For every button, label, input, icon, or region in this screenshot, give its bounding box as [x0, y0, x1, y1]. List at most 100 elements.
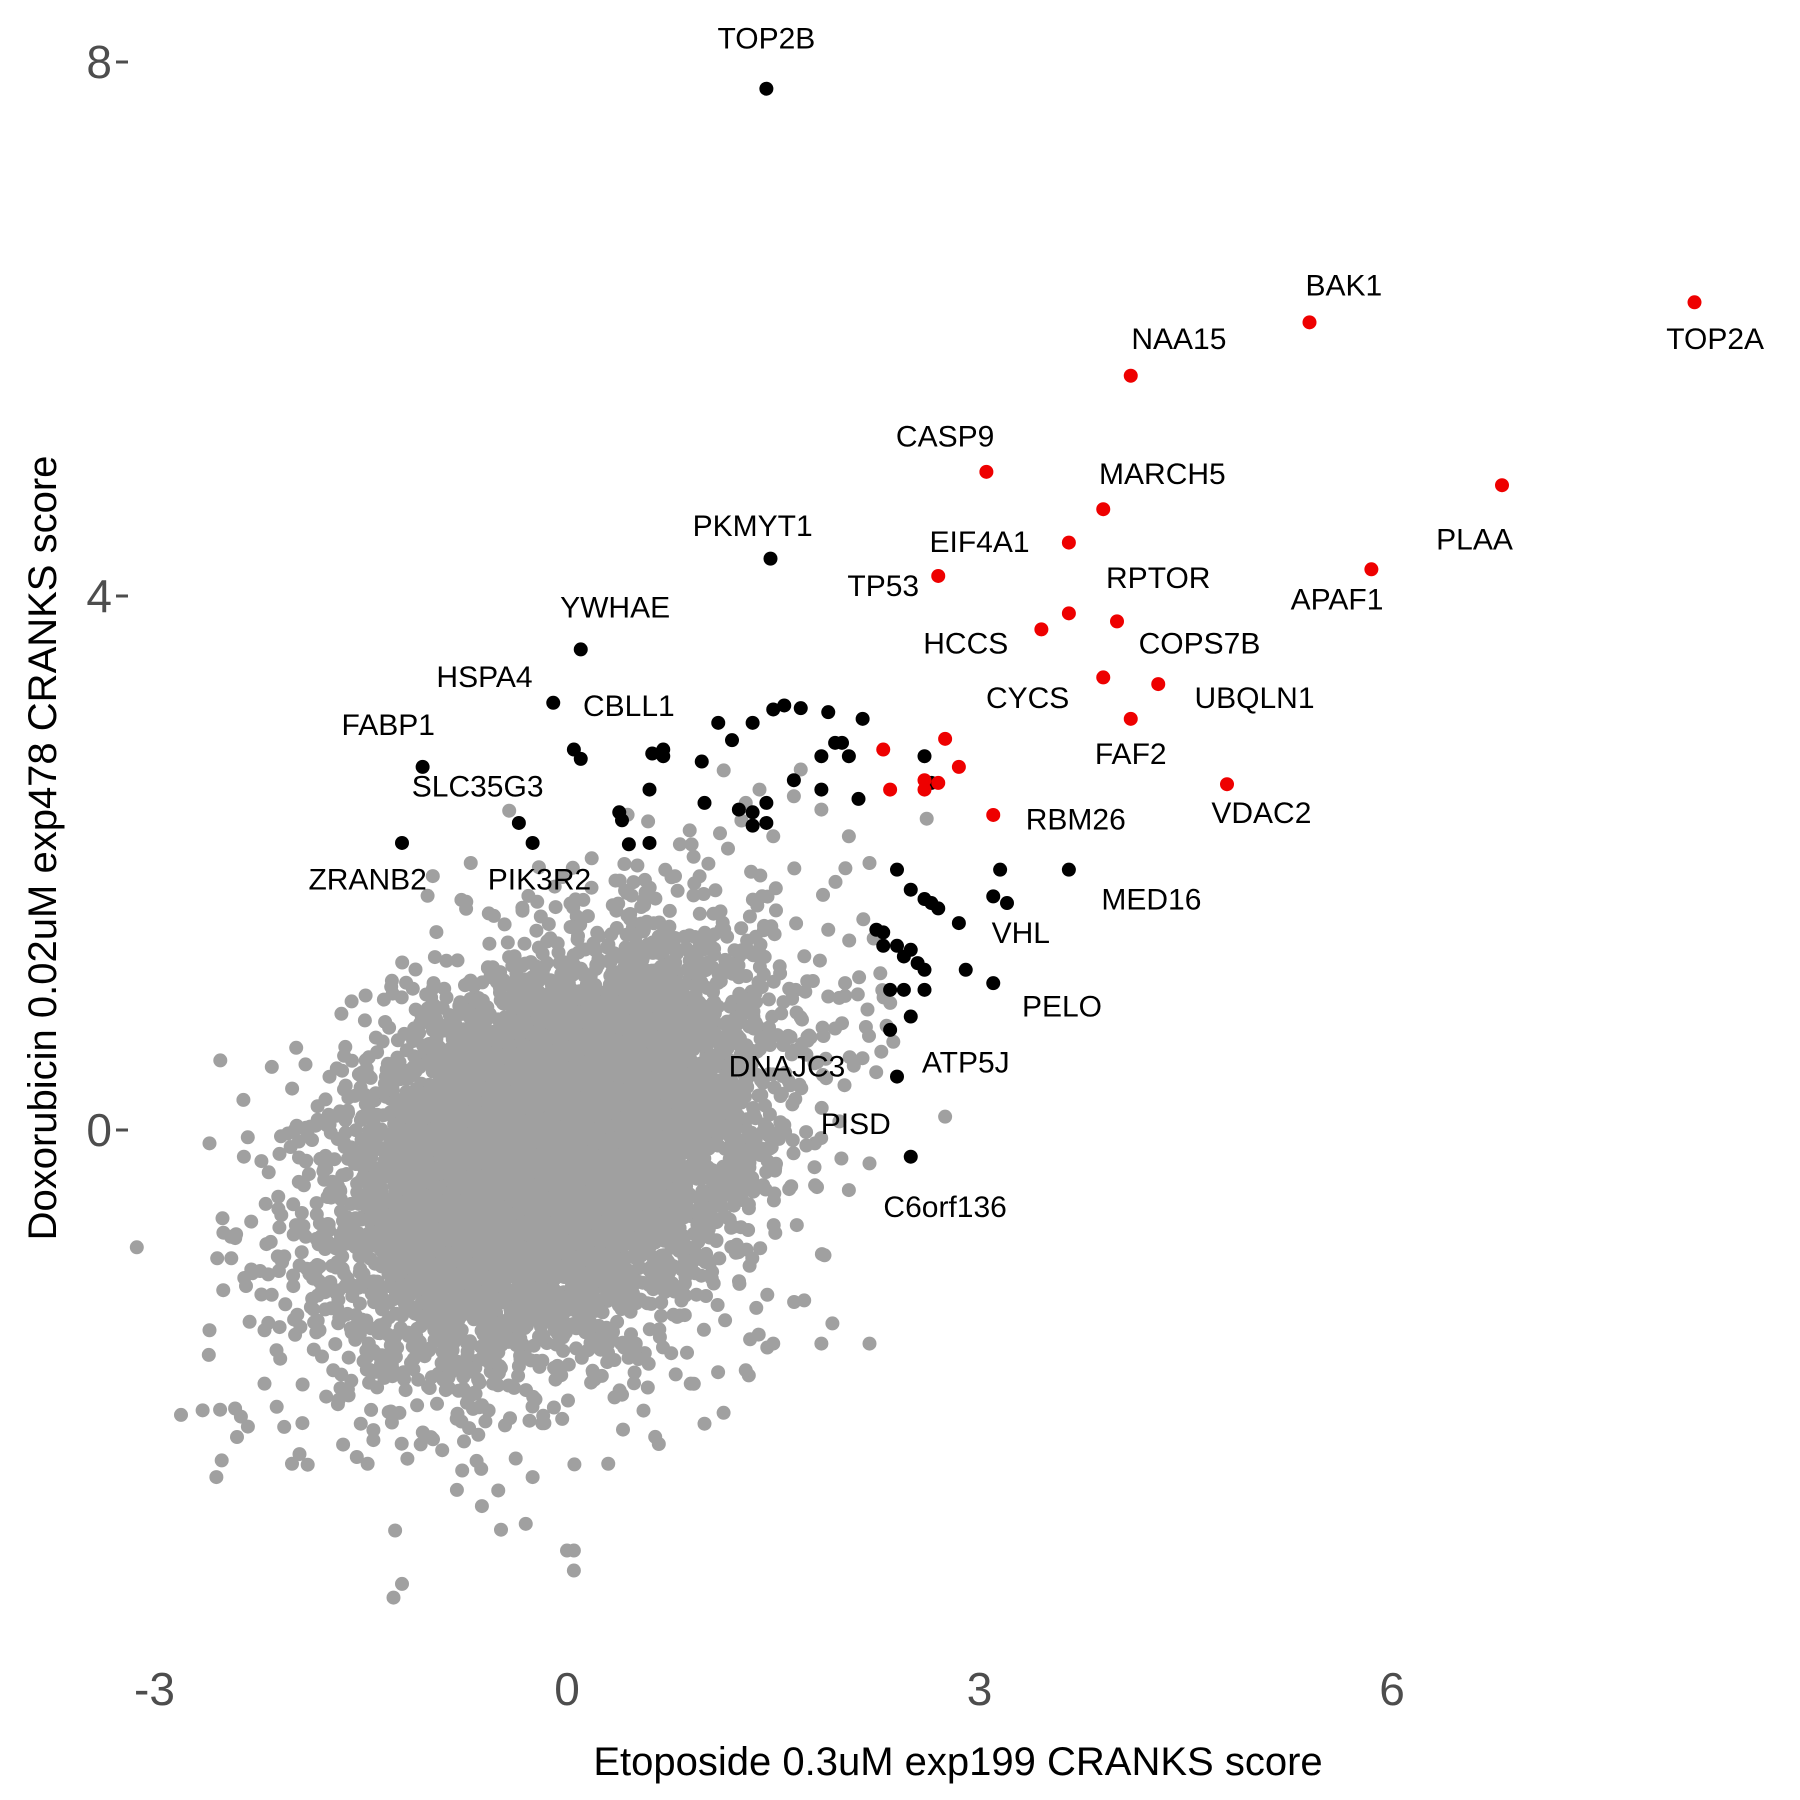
background-point [427, 950, 442, 965]
background-point [292, 1447, 307, 1462]
background-point [546, 1400, 561, 1415]
background-point [323, 1275, 338, 1289]
background-point [640, 1380, 655, 1395]
background-point [288, 1327, 303, 1342]
background-point [344, 994, 359, 1009]
background-point [531, 860, 546, 875]
background-point [236, 1092, 251, 1107]
background-point [366, 1423, 381, 1438]
background-point [400, 1451, 415, 1466]
background-point [725, 1154, 740, 1169]
background-point [301, 1167, 316, 1182]
background-point [240, 1419, 255, 1434]
background-point [842, 1050, 857, 1065]
background-point [272, 1146, 287, 1161]
background-point [696, 887, 711, 901]
background-point [272, 1220, 287, 1235]
background-point [494, 1522, 508, 1537]
background-point [244, 1214, 259, 1229]
background-point [617, 857, 632, 871]
background-point [734, 813, 749, 828]
background-point [834, 1151, 849, 1166]
background-point [624, 961, 639, 976]
background-point [224, 1251, 239, 1266]
background-point [508, 1451, 523, 1466]
background-point [636, 1403, 651, 1418]
background-point [716, 763, 731, 778]
background-point [529, 1353, 544, 1368]
background-point [398, 1383, 413, 1398]
background-point [522, 1413, 537, 1428]
background-point [286, 1268, 301, 1283]
background-point [529, 923, 544, 938]
background-point [352, 1296, 367, 1311]
background-point [757, 918, 771, 933]
background-point [816, 1029, 831, 1043]
background-point [285, 1081, 300, 1096]
background-point [129, 1240, 144, 1255]
background-point [269, 1399, 284, 1414]
background-point [640, 1296, 655, 1311]
background-point [797, 949, 812, 964]
background-point [240, 1130, 255, 1145]
background-point [765, 1067, 780, 1082]
background-point [242, 1314, 257, 1329]
background-point [486, 908, 501, 923]
background-point [294, 1206, 309, 1220]
background-point [701, 856, 716, 871]
background-point [294, 1245, 309, 1260]
background-point [482, 936, 497, 951]
background-point [756, 1178, 771, 1193]
background-point [654, 1308, 669, 1323]
background-point [502, 950, 517, 965]
background-point [277, 1419, 292, 1434]
background-point [721, 841, 735, 856]
background-point [611, 896, 626, 911]
background-point [772, 959, 787, 974]
background-point [686, 888, 701, 903]
background-point [386, 1590, 401, 1605]
background-point [605, 965, 620, 980]
background-point [357, 1013, 372, 1028]
background-point [692, 906, 707, 921]
background-point [795, 1012, 809, 1027]
background-point [799, 1125, 814, 1140]
background-point [261, 1165, 276, 1180]
background-point [273, 1351, 288, 1366]
background-point [680, 1345, 694, 1360]
background-point [415, 1425, 430, 1440]
background-point [561, 1393, 575, 1408]
background-point [216, 1225, 231, 1240]
background-point [471, 1372, 486, 1387]
background-point [213, 1053, 228, 1068]
background-point [814, 1100, 829, 1115]
background-point [215, 1211, 230, 1226]
background-point [626, 875, 641, 890]
background-point [439, 953, 454, 968]
background-point [662, 903, 677, 918]
background-point [325, 1258, 339, 1273]
background-point [500, 935, 515, 950]
background-point [807, 1160, 822, 1175]
background-point [754, 1088, 769, 1102]
background-point [785, 1133, 800, 1148]
background-point [306, 1342, 321, 1357]
background-point [370, 1380, 385, 1395]
background-point [601, 1345, 615, 1360]
background-point [289, 1040, 304, 1055]
background-point [742, 909, 757, 924]
background-point [478, 1414, 493, 1429]
background-point [616, 1422, 630, 1437]
background-point [883, 995, 898, 1010]
background-point [295, 1416, 310, 1431]
background-point [541, 917, 556, 932]
background-point [758, 1098, 772, 1113]
background-point [271, 1264, 286, 1278]
background-point [627, 1376, 641, 1391]
background-point [437, 981, 452, 996]
background-point [406, 1351, 421, 1366]
background-point [781, 1028, 796, 1043]
background-point [358, 988, 373, 1003]
background-point [555, 1411, 570, 1426]
